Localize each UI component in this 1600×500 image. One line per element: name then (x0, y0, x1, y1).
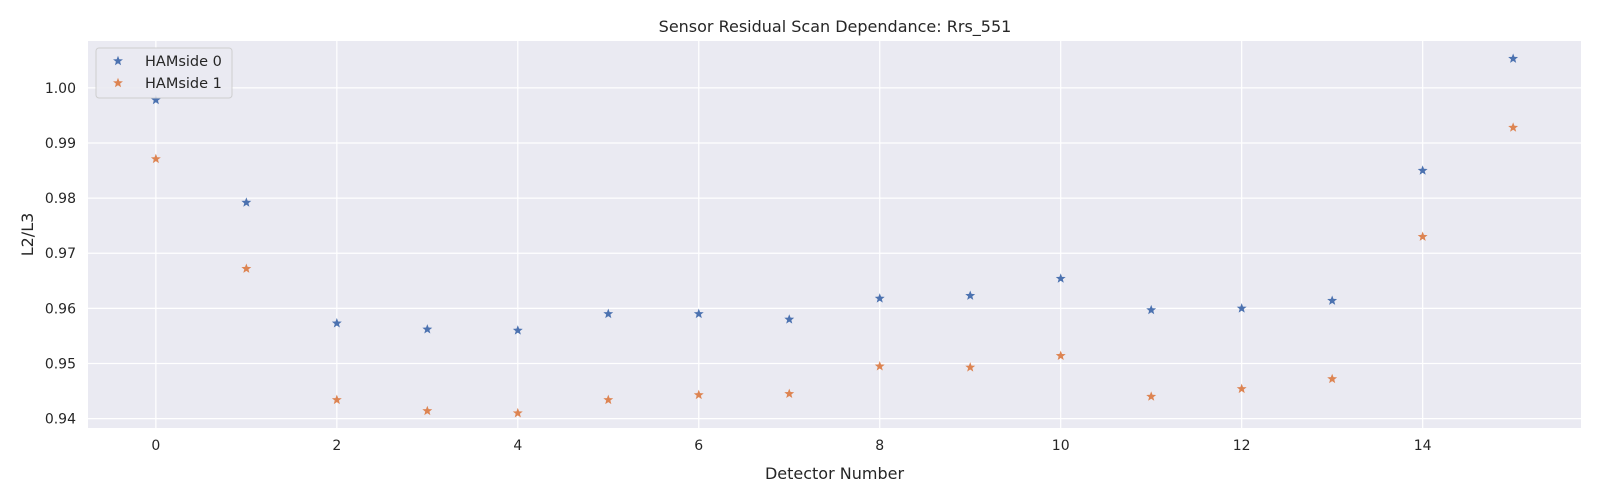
x-tick-label: 8 (875, 438, 884, 454)
y-tick-label: 0.98 (45, 191, 76, 207)
legend-marker-hamside-1 (113, 77, 123, 88)
x-tick-label: 0 (151, 438, 160, 454)
point-hamside-1 (1055, 350, 1066, 360)
point-hamside-1 (331, 394, 342, 405)
point-hamside-0 (241, 197, 252, 207)
point-hamside-1 (603, 394, 614, 405)
point-hamside-1 (784, 388, 795, 399)
point-hamside-1 (1146, 391, 1157, 401)
point-hamside-1 (965, 362, 976, 372)
point-hamside-1 (150, 153, 161, 164)
gridlines (88, 41, 1581, 428)
x-tick-label: 12 (1233, 438, 1251, 454)
legend: HAMside 0 HAMside 1 (95, 47, 233, 99)
chart-title: Sensor Residual Scan Dependance: Rrs_551 (659, 17, 1012, 37)
point-hamside-0 (874, 293, 885, 303)
legend-label-hamside-0: HAMside 0 (145, 54, 222, 70)
legend-label-hamside-1: HAMside 1 (145, 76, 222, 92)
point-hamside-1 (1327, 373, 1338, 384)
x-axis-title: Detector Number (765, 464, 905, 483)
point-hamside-1 (874, 361, 885, 371)
x-tick-labels: 0 2 4 6 8 10 12 14 (151, 438, 1431, 454)
point-hamside-0 (1327, 295, 1338, 305)
point-hamside-1 (1417, 231, 1428, 241)
x-tick-label: 10 (1052, 438, 1070, 454)
point-hamside-0 (1146, 304, 1157, 315)
point-hamside-0 (1417, 165, 1428, 175)
y-tick-label: 0.96 (45, 301, 76, 317)
point-hamside-0 (784, 314, 795, 324)
y-axis-title: L2/L3 (18, 213, 37, 257)
point-hamside-1 (422, 405, 433, 416)
point-hamside-0 (150, 94, 161, 105)
point-hamside-0 (965, 290, 976, 300)
y-tick-label: 0.99 (45, 136, 76, 152)
plot-area (88, 41, 1581, 428)
legend-marker-hamside-0 (113, 55, 123, 66)
point-hamside-0 (693, 308, 704, 319)
y-tick-label: 0.97 (45, 246, 76, 262)
point-hamside-0 (331, 318, 342, 328)
point-hamside-1 (1508, 122, 1519, 132)
point-hamside-1 (512, 407, 523, 418)
point-hamside-0 (1508, 53, 1519, 63)
point-hamside-0 (512, 325, 523, 335)
point-hamside-0 (422, 324, 433, 334)
point-hamside-0 (1055, 273, 1066, 283)
point-hamside-0 (1236, 303, 1247, 313)
x-tick-label: 4 (513, 438, 522, 454)
x-tick-label: 14 (1414, 438, 1432, 454)
point-hamside-1 (241, 263, 252, 273)
point-hamside-1 (693, 389, 704, 400)
data-points (150, 53, 1519, 418)
point-hamside-0 (603, 308, 614, 319)
point-hamside-1 (1236, 383, 1247, 394)
y-tick-label: 0.95 (45, 357, 76, 373)
y-tick-labels: 0.94 0.95 0.96 0.97 0.98 0.99 1.00 (45, 81, 76, 428)
y-tick-label: 0.94 (45, 412, 76, 428)
x-tick-label: 2 (332, 438, 341, 454)
y-tick-label: 1.00 (45, 81, 76, 97)
legend-box (95, 47, 233, 99)
x-tick-label: 6 (694, 438, 703, 454)
